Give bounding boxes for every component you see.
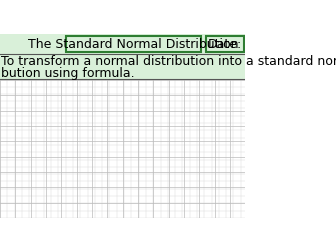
Bar (0, 34, 245, 54)
Text: bution using formula.: bution using formula. (1, 67, 135, 80)
Text: The Standard Normal Distribution: The Standard Normal Distribution (28, 38, 239, 51)
Bar (0, 54, 245, 79)
Text: To transform a normal distribution into a standard norm: To transform a normal distribution into … (1, 55, 336, 68)
Text: Date:: Date: (208, 38, 242, 51)
